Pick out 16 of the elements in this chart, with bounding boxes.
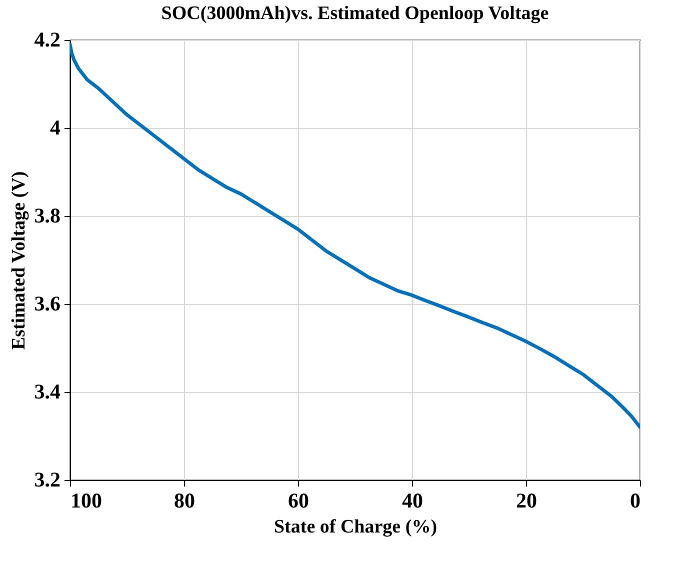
x-axis-title: State of Charge (%) [274, 516, 438, 538]
x-tick-label: 80 [174, 488, 195, 512]
chart-title: SOC(3000mAh)vs. Estimated Openloop Voltage [161, 3, 549, 24]
y-tick-label: 4 [50, 116, 61, 140]
y-tick-label: 3.4 [34, 380, 61, 404]
y-tick-label: 3.2 [34, 468, 60, 492]
line-series [70, 42, 640, 429]
x-tick-label: 0 [630, 488, 640, 512]
y-tick-label: 3.6 [34, 292, 60, 316]
x-tick-label: 40 [402, 488, 423, 512]
y-axis-title: Estimated Voltage (V) [8, 171, 30, 350]
x-tick-label: 60 [288, 488, 309, 512]
y-tick-label: 3.8 [34, 204, 60, 228]
x-tick-label: 20 [516, 488, 537, 512]
x-tick-label: 100 [70, 488, 102, 512]
y-tick-label: 4.2 [34, 28, 60, 52]
